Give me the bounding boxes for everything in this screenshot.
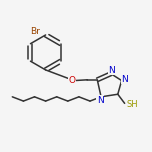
- Text: SH: SH: [126, 100, 138, 109]
- Text: O: O: [69, 76, 76, 85]
- Text: N: N: [97, 96, 104, 105]
- Text: N: N: [108, 66, 115, 75]
- Text: N: N: [122, 75, 128, 84]
- Text: Br: Br: [30, 27, 40, 36]
